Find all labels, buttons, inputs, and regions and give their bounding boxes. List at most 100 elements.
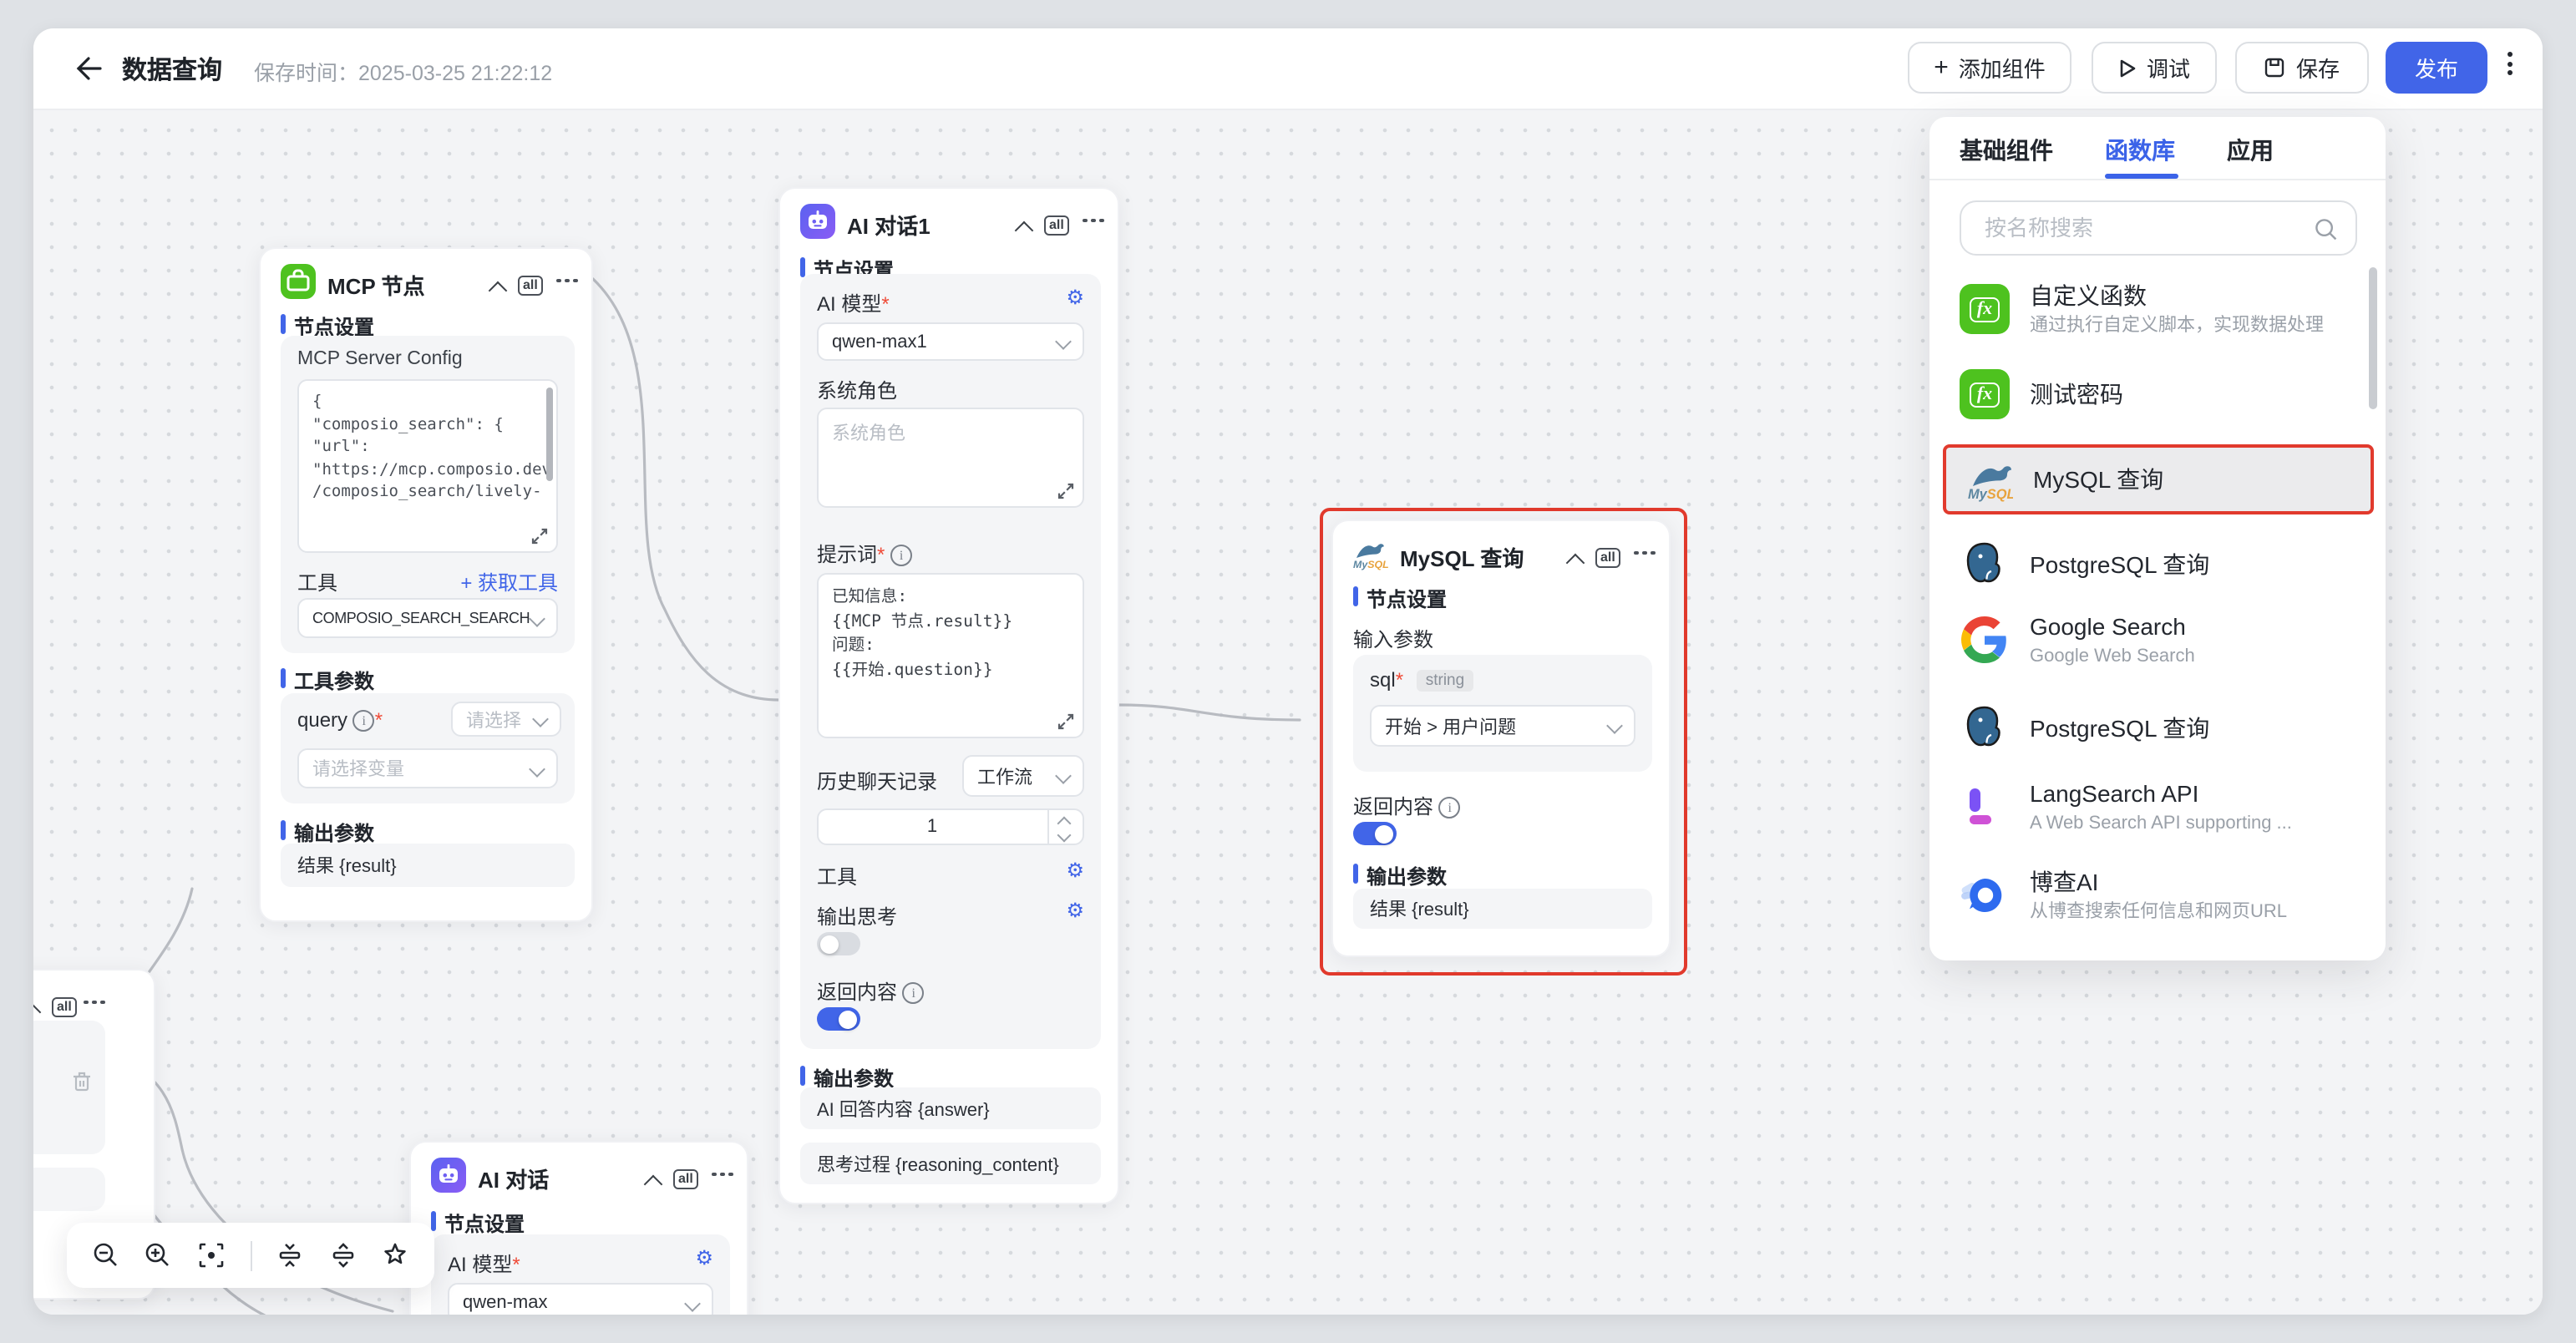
all-badge-icon[interactable]: all	[518, 267, 543, 297]
node-ai-chat-1[interactable]: AI 对话1 all 节点设置 AI 模型* ⚙ qwen-max1 系统角色 …	[778, 187, 1119, 1204]
return-label: 返回内容 i	[817, 977, 925, 1006]
page-title: 数据查询	[122, 57, 223, 85]
section-node-settings: 节点设置	[281, 312, 374, 341]
tools-label: 工具	[817, 865, 858, 889]
get-tools-link[interactable]: + 获取工具	[460, 571, 558, 595]
search-input[interactable]	[1981, 214, 2305, 242]
return-toggle[interactable]	[817, 1007, 860, 1031]
output-row: 结果 {result}	[1353, 889, 1652, 929]
model-select[interactable]: qwen-max1	[817, 322, 1084, 361]
thinking-toggle[interactable]	[817, 932, 860, 955]
mcp-config-textarea[interactable]: { "composio_search": { "url": "https://m…	[297, 379, 558, 553]
play-icon	[2120, 58, 2136, 77]
list-item-postgresql-query[interactable]: PostgreSQL 查询	[1943, 535, 2374, 595]
trash-icon[interactable]	[72, 1071, 92, 1092]
search-box[interactable]	[1960, 200, 2357, 256]
tool-select[interactable]: COMPOSIO_SEARCH_SEARCH	[297, 598, 558, 638]
add-component-button[interactable]: + 添加组件	[1908, 42, 2071, 94]
kebab-menu-icon[interactable]	[2508, 52, 2513, 75]
tab-applications[interactable]: 应用	[2227, 137, 2274, 164]
resize-icon[interactable]	[1057, 483, 1074, 499]
gear-icon[interactable]: ⚙	[1066, 859, 1084, 882]
role-textarea[interactable]: 系统角色	[817, 408, 1084, 508]
svg-text:MySQL: MySQL	[1353, 559, 1389, 570]
tab-function-library[interactable]: 函数库	[2105, 137, 2175, 164]
zoom-in-icon[interactable]	[145, 1241, 173, 1270]
collapse-icon[interactable]	[1565, 548, 1585, 578]
svg-text:MySQL: MySQL	[1968, 487, 2013, 502]
query-type-select[interactable]: 请选择	[451, 702, 561, 737]
node-title: MySQL 查询	[1400, 546, 1524, 571]
list-item-postgresql-query-2[interactable]: PostgreSQL 查询	[1943, 698, 2374, 758]
textarea-scrollbar[interactable]	[546, 388, 553, 481]
role-label: 系统角色	[817, 379, 898, 403]
more-menu-icon[interactable]	[712, 1164, 733, 1184]
beautify-layout-icon[interactable]	[382, 1241, 410, 1270]
resize-icon[interactable]	[1057, 713, 1074, 730]
list-item-test-password[interactable]: fx 测试密码	[1943, 364, 2374, 424]
partial-gray-row	[33, 1168, 105, 1211]
prompt-textarea[interactable]: 已知信息: {{MCP 节点.result}} 问题: {{开始.questio…	[817, 573, 1084, 738]
tools-label: 工具	[297, 571, 338, 595]
more-menu-icon[interactable]	[84, 992, 105, 1012]
collapse-icon[interactable]	[488, 276, 508, 306]
gear-icon[interactable]: ⚙	[1066, 286, 1084, 309]
save-button[interactable]: 保存	[2235, 42, 2369, 94]
back-icon[interactable]	[75, 55, 104, 82]
stepper-buttons[interactable]	[1047, 810, 1083, 844]
list-item-mysql-query[interactable]: MySQL MySQL 查询	[1943, 444, 2374, 514]
collapse-icon[interactable]	[643, 1169, 663, 1199]
all-badge-icon[interactable]: all	[52, 989, 77, 1019]
config-text: { "composio_search": { "url": "https://m…	[312, 393, 551, 501]
history-rounds-stepper[interactable]: 1	[817, 808, 1084, 845]
list-item-bocha-ai[interactable]: 博查AI 从博查搜索任何信息和网页URL	[1943, 860, 2374, 930]
zoom-out-icon[interactable]	[91, 1241, 119, 1270]
collapse-all-icon[interactable]	[276, 1241, 304, 1270]
partial-gray-box	[33, 1021, 105, 1154]
list-item-google-search[interactable]: Google Search Google Web Search	[1943, 605, 2374, 675]
more-menu-icon[interactable]	[1083, 210, 1104, 231]
list-item-custom-function[interactable]: fx 自定义函数 通过执行自定义脚本，实现数据处理	[1943, 274, 2374, 344]
gear-icon[interactable]: ⚙	[1066, 899, 1084, 922]
search-icon	[2315, 219, 2337, 241]
all-badge-icon[interactable]: all	[1044, 207, 1069, 237]
all-badge-icon[interactable]: all	[1595, 540, 1620, 570]
debug-button[interactable]: 调试	[2092, 42, 2217, 94]
node-ai-chat-2[interactable]: AI 对话 all 节点设置 AI 模型* ⚙ qwen-max	[409, 1141, 748, 1315]
google-icon	[1960, 615, 2010, 665]
sql-value-select[interactable]: 开始 > 用户问题	[1370, 705, 1635, 747]
model-select[interactable]: qwen-max	[448, 1283, 713, 1315]
mysql-node-icon: MySQL	[1350, 538, 1393, 580]
prompt-label: 提示词* i	[817, 540, 913, 568]
config-label: MCP Server Config	[297, 349, 463, 369]
expand-all-icon[interactable]	[329, 1241, 357, 1270]
model-label: AI 模型*	[817, 292, 890, 316]
collapse-icon[interactable]	[1014, 215, 1034, 246]
output-answer-row: AI 回答内容 {answer}	[800, 1087, 1101, 1129]
list-item-langsearch-api[interactable]: LangSearch API A Web Search API supportin…	[1943, 772, 2374, 842]
ai-chat-node-icon	[800, 204, 835, 239]
panel-tabs: 基础组件 函数库 应用	[1929, 117, 2386, 180]
publish-button[interactable]: 发布	[2386, 42, 2487, 94]
tab-basic-components[interactable]: 基础组件	[1960, 137, 2053, 164]
more-menu-icon[interactable]	[1634, 543, 1656, 563]
section-tool-params: 工具参数	[281, 666, 374, 695]
input-params-label: 输入参数	[1353, 628, 1434, 651]
more-menu-icon[interactable]	[556, 271, 578, 291]
section-output: 输出参数	[800, 1064, 894, 1092]
all-badge-icon[interactable]: all	[673, 1161, 698, 1191]
edge-mcp-to-chat1	[591, 277, 780, 702]
query-var-select[interactable]: 请选择变量	[297, 748, 558, 788]
node-mysql[interactable]: MySQL MySQL 查询 all 节点设置 输入参数 sql* string…	[1331, 519, 1671, 957]
gear-icon[interactable]: ⚙	[695, 1246, 713, 1270]
panel-scrollbar[interactable]	[2369, 267, 2377, 409]
return-toggle[interactable]	[1353, 822, 1397, 845]
mysql-icon: MySQL	[1963, 454, 2015, 504]
history-select[interactable]: 工作流	[962, 755, 1084, 797]
resize-icon[interactable]	[531, 528, 548, 545]
fit-view-icon[interactable]	[197, 1241, 226, 1270]
node-mcp[interactable]: MCP 节点 all 节点设置 MCP Server Config { "com…	[259, 247, 593, 922]
canvas-toolbar	[67, 1223, 434, 1288]
section-node-settings: 节点设置	[431, 1209, 525, 1238]
